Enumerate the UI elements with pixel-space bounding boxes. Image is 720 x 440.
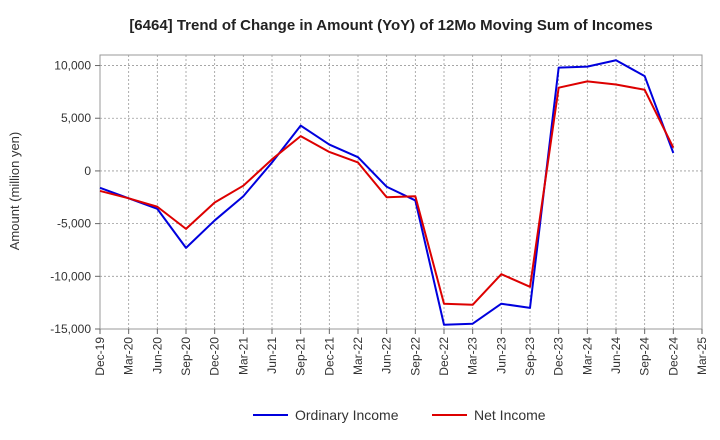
x-tick-label: Jun-22 (380, 337, 394, 374)
legend-item: Net Income (432, 407, 546, 423)
x-tick-label: Jun-20 (150, 337, 164, 374)
y-tick-label: 5,000 (61, 111, 91, 125)
chart-title: [6464] Trend of Change in Amount (YoY) o… (129, 17, 652, 34)
x-tick-label: Sep-20 (179, 337, 193, 376)
plot-area-frame (99, 54, 703, 330)
series-line (99, 59, 675, 326)
y-tick-label: 10,000 (54, 59, 91, 73)
y-axis-label: Amount (million yen) (7, 132, 22, 251)
x-tick-label: Jun-21 (265, 337, 279, 374)
legend-label: Net Income (474, 407, 546, 423)
series-layer (99, 59, 675, 326)
x-tick-label: Sep-21 (294, 337, 308, 376)
x-tick-label: Mar-23 (466, 337, 480, 375)
x-tick-label: Mar-25 (695, 337, 709, 375)
y-tick-label: -10,000 (50, 269, 91, 283)
x-tick-label: Dec-22 (437, 337, 451, 376)
x-tick-label: Sep-24 (638, 337, 652, 376)
y-tick-label: -5,000 (57, 217, 91, 231)
legend-label: Ordinary Income (295, 407, 399, 423)
x-tick-label: Jun-24 (609, 337, 623, 374)
grid-lines (99, 55, 703, 330)
x-axis-ticks: Dec-19 Mar-20 Jun-20 Sep-20 Dec-20 Mar-21 Jun-… (93, 329, 709, 376)
x-tick-label: Mar-24 (580, 337, 594, 375)
x-tick-label: Jun-23 (494, 337, 508, 374)
x-tick-label: Dec-19 (93, 337, 107, 376)
x-tick-label: Mar-21 (236, 337, 250, 375)
y-tick-label: 0 (84, 164, 91, 178)
x-tick-label: Dec-24 (666, 337, 680, 376)
x-tick-label: Sep-23 (523, 337, 537, 376)
y-tick-label: -15,000 (50, 322, 91, 336)
x-tick-label: Dec-20 (208, 337, 222, 376)
x-tick-label: Mar-20 (122, 337, 136, 375)
x-tick-label: Dec-23 (552, 337, 566, 376)
x-tick-label: Dec-21 (322, 337, 336, 376)
legend-item: Ordinary Income (253, 407, 399, 423)
y-axis-ticks: 10,000 5,000 0 -5,000 -10,000 -15,000 (50, 59, 100, 336)
series-line (99, 80, 675, 306)
x-tick-label: Mar-22 (351, 337, 365, 375)
legend: Ordinary Income Net Income (253, 407, 546, 423)
x-tick-label: Sep-22 (408, 337, 422, 376)
